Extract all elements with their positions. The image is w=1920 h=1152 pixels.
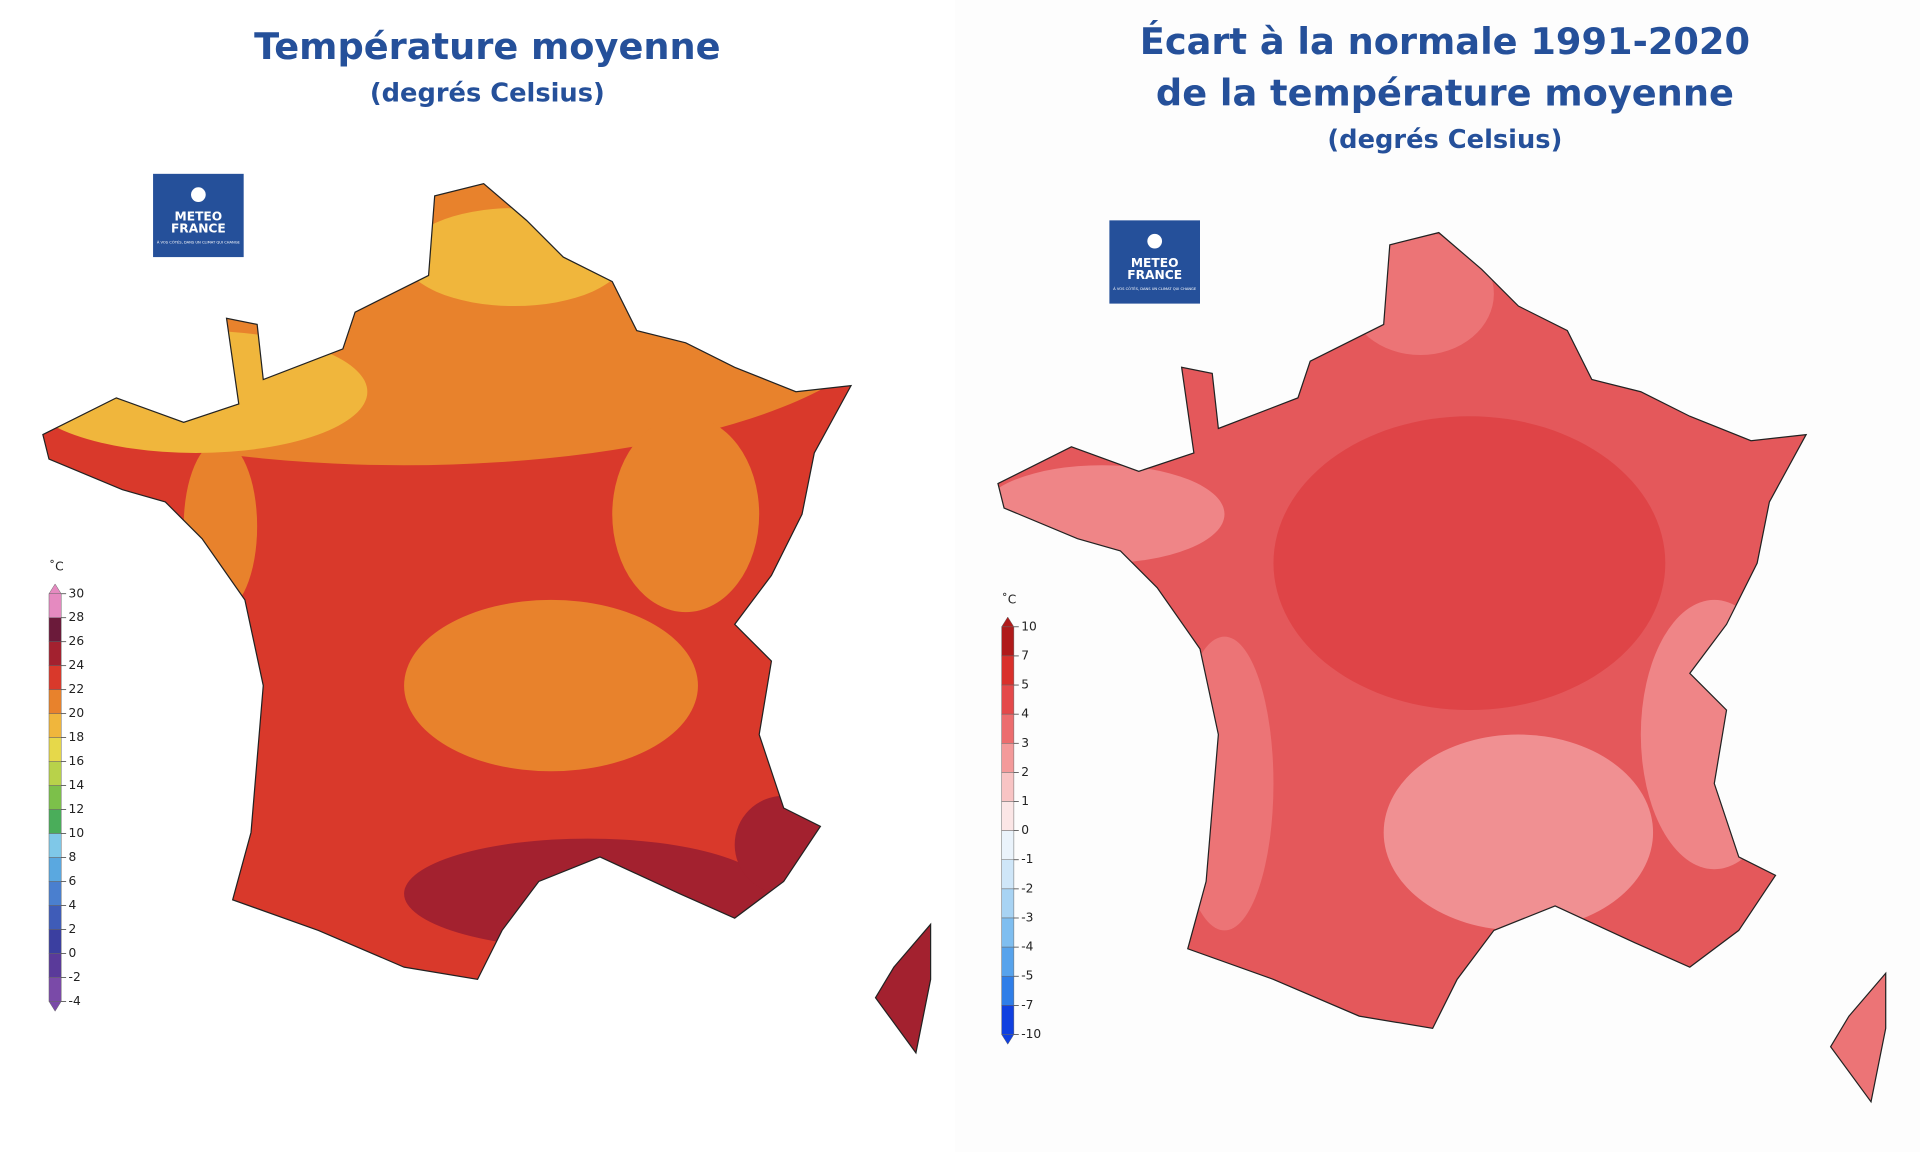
legend-unit: ˚C — [49, 559, 64, 573]
legend-tick-label: 26 — [69, 634, 85, 648]
legend-band — [1001, 975, 1015, 1006]
map-panel: Température moyenne (degrés Celsius) MET… — [42, 25, 932, 1055]
legend-band — [1001, 830, 1015, 861]
legend-arrow — [48, 1001, 62, 1012]
legend-band — [48, 761, 62, 786]
map-title: Écart à la normale 1991-2020 — [1140, 19, 1750, 63]
legend-tick-label: 5 — [1021, 678, 1029, 692]
legend-tick-label: 22 — [69, 682, 85, 696]
legend-tick-label: -4 — [1021, 940, 1033, 954]
legend-band — [1001, 655, 1015, 686]
legend-tick-label: 4 — [69, 898, 77, 912]
legend-band — [1001, 888, 1015, 919]
legend-tick-label: -7 — [1021, 998, 1033, 1012]
logo-tagline: À VOS CÔTÉS, DANS UN CLIMAT QUI CHANGE — [157, 240, 241, 245]
legend-band — [48, 737, 62, 762]
logo: METEO FRANCE À VOS CÔTÉS, DANS UN CLIMAT… — [1109, 220, 1200, 304]
legend-band — [48, 689, 62, 714]
legend-tick-label: 0 — [1021, 823, 1029, 837]
legend-arrow — [1001, 1034, 1015, 1045]
legend-band — [1001, 626, 1015, 657]
legend-band — [48, 665, 62, 690]
legend-unit: ˚C — [1002, 592, 1017, 606]
legend-band — [1001, 743, 1015, 773]
legend-tick-label: 24 — [69, 658, 85, 672]
legend-tick-label: -2 — [69, 970, 81, 984]
legend-tick-label: 16 — [69, 754, 85, 768]
legend-band — [48, 881, 62, 906]
legend-tick-label: 6 — [69, 874, 77, 888]
legend-band — [48, 953, 62, 978]
map-subtitle: (degrés Celsius) — [370, 79, 605, 109]
legend-band — [1001, 946, 1015, 977]
legend-tick-label: 2 — [69, 922, 77, 936]
legend-tick-label: 10 — [1021, 619, 1037, 633]
legend-band — [1001, 1005, 1015, 1035]
legend-band — [48, 641, 62, 666]
logo-text: METEO — [175, 209, 223, 223]
logo-text: METEO — [1131, 256, 1179, 270]
legend-tick-label: 7 — [1021, 648, 1029, 662]
legend-arrow — [1001, 616, 1015, 628]
logo-text: FRANCE — [171, 222, 226, 236]
map-subtitle: (degrés Celsius) — [1327, 125, 1562, 155]
legend-band — [48, 593, 62, 618]
legend-tick-label: 2 — [1021, 765, 1029, 779]
legend-tick-label: 28 — [69, 610, 85, 624]
legend-tick-label: 12 — [69, 802, 85, 816]
legend-band — [48, 785, 62, 810]
legend-band — [1001, 917, 1015, 948]
legend-band — [1001, 713, 1015, 744]
legend-tick-label: 1 — [1021, 794, 1029, 808]
legend-tick-label: 20 — [69, 706, 85, 720]
legend-band — [1001, 859, 1015, 890]
legend-band — [1001, 684, 1015, 715]
legend-band — [48, 833, 62, 858]
legend-tick-label: -5 — [1021, 969, 1033, 983]
legend-band — [48, 857, 62, 882]
legend-band — [48, 617, 62, 642]
legend-band — [48, 905, 62, 930]
logo-icon — [191, 187, 206, 202]
legend-tick-label: 4 — [1021, 707, 1029, 721]
legend-band — [1001, 801, 1015, 831]
legend-band — [1001, 772, 1015, 802]
corsica — [874, 922, 932, 1055]
logo: METEO FRANCE À VOS CÔTÉS, DANS UN CLIMAT… — [153, 173, 244, 258]
legend-band — [48, 713, 62, 738]
france-map — [42, 183, 852, 980]
legend-tick-label: 0 — [69, 946, 77, 960]
legend-band — [48, 977, 62, 1002]
legend-tick-label: -4 — [69, 994, 81, 1008]
legend-tick-label: 14 — [69, 778, 85, 792]
legend-tick-label: -2 — [1021, 881, 1033, 895]
legend-arrow — [48, 583, 62, 594]
france-outline — [42, 182, 853, 981]
legend-tick-label: -3 — [1021, 910, 1033, 924]
map-title: de la température moyenne — [1156, 71, 1734, 114]
logo-text: FRANCE — [1127, 268, 1182, 282]
legend-tick-label: 18 — [69, 730, 85, 744]
map-title: Température moyenne — [254, 25, 720, 68]
legend-tick-label: 8 — [69, 850, 77, 864]
legend-tick-label: 10 — [69, 826, 85, 840]
legend-tick-label: 30 — [69, 586, 85, 600]
legend-tick-label: -10 — [1021, 1027, 1041, 1041]
legend-tick-label: -1 — [1021, 852, 1033, 866]
legend-tick-label: 3 — [1021, 736, 1029, 750]
logo-tagline: À VOS CÔTÉS, DANS UN CLIMAT QUI CHANGE — [1113, 286, 1197, 291]
legend-band — [48, 809, 62, 834]
legend-band — [48, 929, 62, 954]
logo-icon — [1147, 233, 1163, 249]
